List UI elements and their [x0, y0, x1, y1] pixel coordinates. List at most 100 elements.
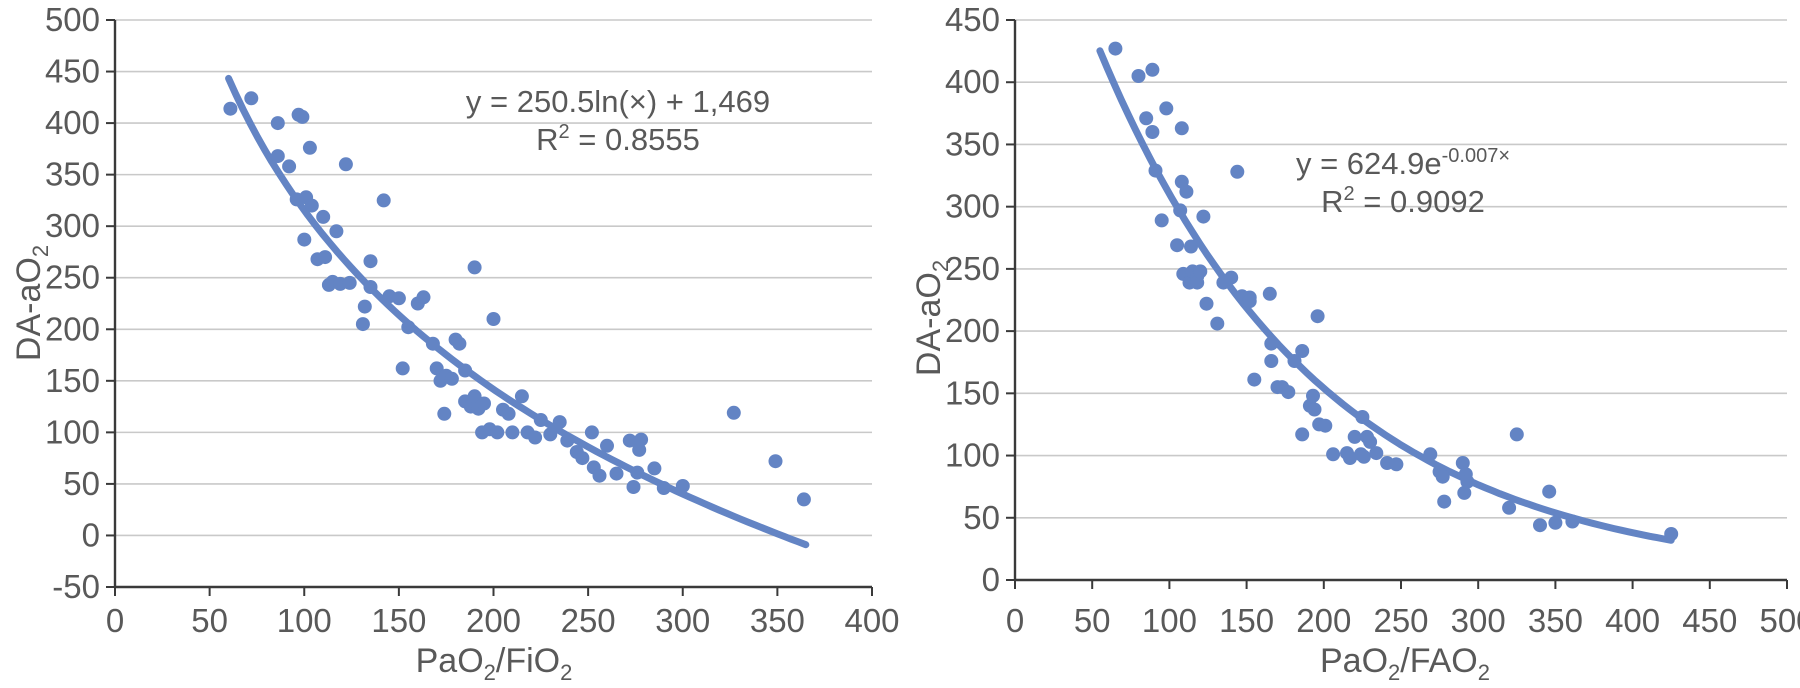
data-point [505, 425, 520, 440]
data-point [1363, 434, 1378, 449]
data-point [1542, 484, 1557, 499]
data-point [1435, 469, 1450, 484]
y-tick-label: 0 [82, 516, 100, 553]
data-point [357, 299, 372, 314]
data-point [452, 336, 467, 351]
y-tick-label: 200 [45, 310, 100, 347]
data-point [304, 198, 319, 213]
data-point [395, 361, 410, 376]
data-point [1347, 429, 1362, 444]
data-point [1154, 213, 1169, 228]
data-point [1460, 474, 1475, 489]
y-tick-label: 400 [945, 63, 1000, 100]
r-squared-label: R2 = 0.8555 [536, 121, 700, 157]
data-point [796, 492, 811, 507]
data-point [1423, 447, 1438, 462]
data-point [429, 361, 444, 376]
y-tick-label: 450 [945, 1, 1000, 38]
data-point [376, 193, 391, 208]
data-point [1318, 418, 1333, 433]
data-point [437, 406, 452, 421]
y-tick-label: 450 [45, 53, 100, 90]
data-point [1184, 239, 1198, 254]
y-tick-label: 300 [45, 207, 100, 244]
y-tick-label: 150 [945, 374, 1000, 411]
data-point [1306, 388, 1320, 403]
data-point [316, 209, 331, 224]
data-point [1170, 238, 1185, 253]
data-point [1281, 385, 1296, 400]
trendline-curve [225, 74, 810, 549]
data-point [1193, 264, 1208, 279]
data-point [1548, 515, 1563, 530]
data-point [416, 290, 431, 305]
data-point [477, 396, 491, 411]
data-point [1108, 41, 1123, 56]
data-point [1326, 447, 1341, 462]
y-tick-label: 300 [945, 188, 1000, 225]
data-point [270, 116, 285, 131]
data-point [1173, 203, 1188, 218]
data-point [391, 291, 406, 306]
data-point [1264, 354, 1279, 368]
y-tick-label: 400 [45, 104, 100, 141]
y-tick-label: 100 [945, 437, 1000, 474]
data-point [1502, 500, 1517, 515]
data-point [1199, 296, 1214, 311]
data-point [634, 432, 649, 447]
data-point [329, 224, 344, 239]
x-tick-label: 200 [466, 602, 521, 639]
data-point [1565, 514, 1580, 529]
data-point [609, 466, 624, 481]
data-point [1457, 485, 1472, 500]
data-point [543, 427, 558, 442]
data-point [514, 389, 529, 404]
data-point [1210, 316, 1225, 331]
data-point [297, 232, 312, 247]
data-point [675, 479, 690, 493]
data-point [295, 109, 310, 124]
y-axis-title: DA-aO2 [910, 260, 953, 376]
x-tick-label: 0 [1006, 602, 1024, 639]
data-point [363, 280, 378, 294]
data-point [1664, 527, 1679, 541]
data-point [1355, 410, 1370, 424]
data-point [1247, 372, 1262, 387]
x-tick-label: 300 [1451, 602, 1506, 639]
data-point [626, 480, 641, 494]
data-point [1230, 164, 1245, 179]
data-point [584, 425, 599, 440]
y-tick-label: 250 [45, 259, 100, 296]
data-point [647, 461, 662, 476]
data-point [1389, 457, 1404, 472]
data-point [1287, 354, 1302, 368]
data-point [592, 468, 607, 483]
x-tick-label: 50 [1074, 602, 1111, 639]
r-squared-label: R2 = 0.9092 [1321, 183, 1485, 219]
data-point [1369, 446, 1384, 461]
data-point [1139, 111, 1154, 126]
x-tick-label: 300 [655, 602, 710, 639]
data-point [1356, 449, 1371, 464]
x-tick-label: 350 [750, 602, 805, 639]
x-tick-label: 50 [191, 602, 228, 639]
x-axis-title: PaO2/FiO2 [416, 642, 573, 685]
data-point [1533, 518, 1547, 533]
trendline-equation: y = 250.5ln(×) + 1,469 [466, 84, 770, 119]
x-tick-label: 250 [1373, 602, 1428, 639]
y-tick-label: 150 [45, 362, 100, 399]
x-axis-title: PaO2/FAO2 [1320, 642, 1490, 685]
data-point [1455, 456, 1470, 470]
data-point [244, 91, 259, 106]
data-point [768, 454, 783, 469]
data-point [552, 415, 567, 430]
y-tick-label: 100 [45, 413, 100, 450]
data-point [425, 336, 440, 351]
data-point [270, 149, 285, 164]
data-point [338, 157, 353, 172]
data-point [1190, 275, 1205, 290]
x-tick-label: 250 [561, 602, 616, 639]
scatter-plot-fao2: 0 50 100 150 200 250 300 350 400 450 0 50 100 150 200 2… [910, 1, 1800, 685]
